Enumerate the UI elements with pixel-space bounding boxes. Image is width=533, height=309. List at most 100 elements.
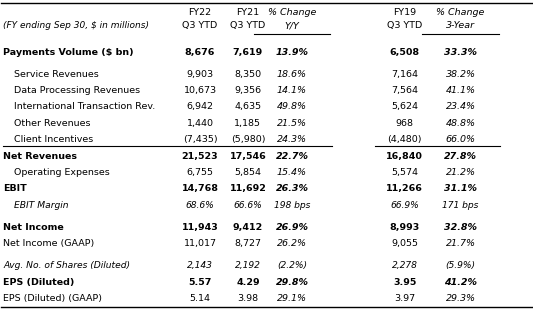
Text: 6,508: 6,508 <box>390 48 420 57</box>
Text: 68.6%: 68.6% <box>185 201 214 210</box>
Text: 29.3%: 29.3% <box>446 294 475 303</box>
Text: Payments Volume ($ bn): Payments Volume ($ bn) <box>3 48 134 57</box>
Text: 11,692: 11,692 <box>229 184 266 193</box>
Text: 41.2%: 41.2% <box>444 278 477 287</box>
Text: FY19: FY19 <box>393 8 416 17</box>
Text: 9,356: 9,356 <box>235 86 262 95</box>
Text: 17,546: 17,546 <box>230 152 266 161</box>
Text: Q3 YTD: Q3 YTD <box>230 21 265 30</box>
Text: 66.6%: 66.6% <box>233 201 262 210</box>
Text: 22.7%: 22.7% <box>276 152 309 161</box>
Text: Net Income (GAAP): Net Income (GAAP) <box>3 239 94 248</box>
Text: 171 bps: 171 bps <box>442 201 479 210</box>
Text: EPS (Diluted) (GAAP): EPS (Diluted) (GAAP) <box>3 294 102 303</box>
Text: 3-Year: 3-Year <box>446 21 475 30</box>
Text: 11,266: 11,266 <box>386 184 423 193</box>
Text: 5,854: 5,854 <box>235 168 261 177</box>
Text: 21.2%: 21.2% <box>446 168 475 177</box>
Text: 4,635: 4,635 <box>235 103 262 112</box>
Text: Y/Y: Y/Y <box>285 21 300 30</box>
Text: % Change: % Change <box>437 8 484 17</box>
Text: 29.1%: 29.1% <box>277 294 307 303</box>
Text: Other Revenues: Other Revenues <box>14 119 91 128</box>
Text: 21.5%: 21.5% <box>277 119 307 128</box>
Text: 7,619: 7,619 <box>233 48 263 57</box>
Text: 11,943: 11,943 <box>182 223 219 232</box>
Text: 16,840: 16,840 <box>386 152 423 161</box>
Text: 6,755: 6,755 <box>187 168 214 177</box>
Text: 8,676: 8,676 <box>185 48 215 57</box>
Text: 5,624: 5,624 <box>391 103 418 112</box>
Text: 18.6%: 18.6% <box>277 70 307 79</box>
Text: FY21: FY21 <box>236 8 260 17</box>
Text: 3.97: 3.97 <box>394 294 415 303</box>
Text: (5,980): (5,980) <box>231 135 265 144</box>
Text: Client Incentives: Client Incentives <box>14 135 93 144</box>
Text: 6,942: 6,942 <box>187 103 214 112</box>
Text: 5.57: 5.57 <box>188 278 212 287</box>
Text: 29.8%: 29.8% <box>276 278 309 287</box>
Text: 33.3%: 33.3% <box>444 48 477 57</box>
Text: 21,523: 21,523 <box>182 152 219 161</box>
Text: 24.3%: 24.3% <box>277 135 307 144</box>
Text: 9,903: 9,903 <box>187 70 214 79</box>
Text: (5.9%): (5.9%) <box>446 261 475 270</box>
Text: 10,673: 10,673 <box>183 86 216 95</box>
Text: 26.3%: 26.3% <box>276 184 309 193</box>
Text: EBIT: EBIT <box>3 184 27 193</box>
Text: 8,993: 8,993 <box>390 223 420 232</box>
Text: 2,278: 2,278 <box>392 261 418 270</box>
Text: 49.8%: 49.8% <box>277 103 307 112</box>
Text: 11,017: 11,017 <box>183 239 216 248</box>
Text: 8,350: 8,350 <box>235 70 262 79</box>
Text: Data Processing Revenues: Data Processing Revenues <box>14 86 140 95</box>
Text: 5,574: 5,574 <box>391 168 418 177</box>
Text: 9,412: 9,412 <box>233 223 263 232</box>
Text: Q3 YTD: Q3 YTD <box>182 21 217 30</box>
Text: (7,435): (7,435) <box>183 135 217 144</box>
Text: 7,164: 7,164 <box>391 70 418 79</box>
Text: 38.2%: 38.2% <box>446 70 475 79</box>
Text: 9,055: 9,055 <box>391 239 418 248</box>
Text: 4.29: 4.29 <box>236 278 260 287</box>
Text: Net Income: Net Income <box>3 223 64 232</box>
Text: 1,185: 1,185 <box>235 119 261 128</box>
Text: 8,727: 8,727 <box>235 239 261 248</box>
Text: Net Revenues: Net Revenues <box>3 152 77 161</box>
Text: 41.1%: 41.1% <box>446 86 475 95</box>
Text: 48.8%: 48.8% <box>446 119 475 128</box>
Text: Operating Expenses: Operating Expenses <box>14 168 110 177</box>
Text: 3.98: 3.98 <box>237 294 259 303</box>
Text: Q3 YTD: Q3 YTD <box>387 21 422 30</box>
Text: Avg. No. of Shares (Diluted): Avg. No. of Shares (Diluted) <box>3 261 131 270</box>
Text: 15.4%: 15.4% <box>277 168 307 177</box>
Text: EPS (Diluted): EPS (Diluted) <box>3 278 75 287</box>
Text: FY22: FY22 <box>189 8 212 17</box>
Text: 26.9%: 26.9% <box>276 223 309 232</box>
Text: EBIT Margin: EBIT Margin <box>14 201 68 210</box>
Text: 26.2%: 26.2% <box>277 239 307 248</box>
Text: 31.1%: 31.1% <box>444 184 477 193</box>
Text: 2,192: 2,192 <box>235 261 261 270</box>
Text: Service Revenues: Service Revenues <box>14 70 99 79</box>
Text: 23.4%: 23.4% <box>446 103 475 112</box>
Text: International Transaction Rev.: International Transaction Rev. <box>14 103 155 112</box>
Text: 66.0%: 66.0% <box>446 135 475 144</box>
Text: 3.95: 3.95 <box>393 278 416 287</box>
Text: (4,480): (4,480) <box>387 135 422 144</box>
Text: (FY ending Sep 30, $ in millions): (FY ending Sep 30, $ in millions) <box>3 21 149 30</box>
Text: 32.8%: 32.8% <box>444 223 477 232</box>
Text: 5.14: 5.14 <box>190 294 211 303</box>
Text: 21.7%: 21.7% <box>446 239 475 248</box>
Text: 13.9%: 13.9% <box>276 48 309 57</box>
Text: (2.2%): (2.2%) <box>277 261 307 270</box>
Text: 968: 968 <box>395 119 414 128</box>
Text: 7,564: 7,564 <box>391 86 418 95</box>
Text: 1,440: 1,440 <box>187 119 214 128</box>
Text: 2,143: 2,143 <box>187 261 213 270</box>
Text: 14,768: 14,768 <box>182 184 219 193</box>
Text: 66.9%: 66.9% <box>390 201 419 210</box>
Text: % Change: % Change <box>268 8 316 17</box>
Text: 27.8%: 27.8% <box>444 152 477 161</box>
Text: 198 bps: 198 bps <box>274 201 310 210</box>
